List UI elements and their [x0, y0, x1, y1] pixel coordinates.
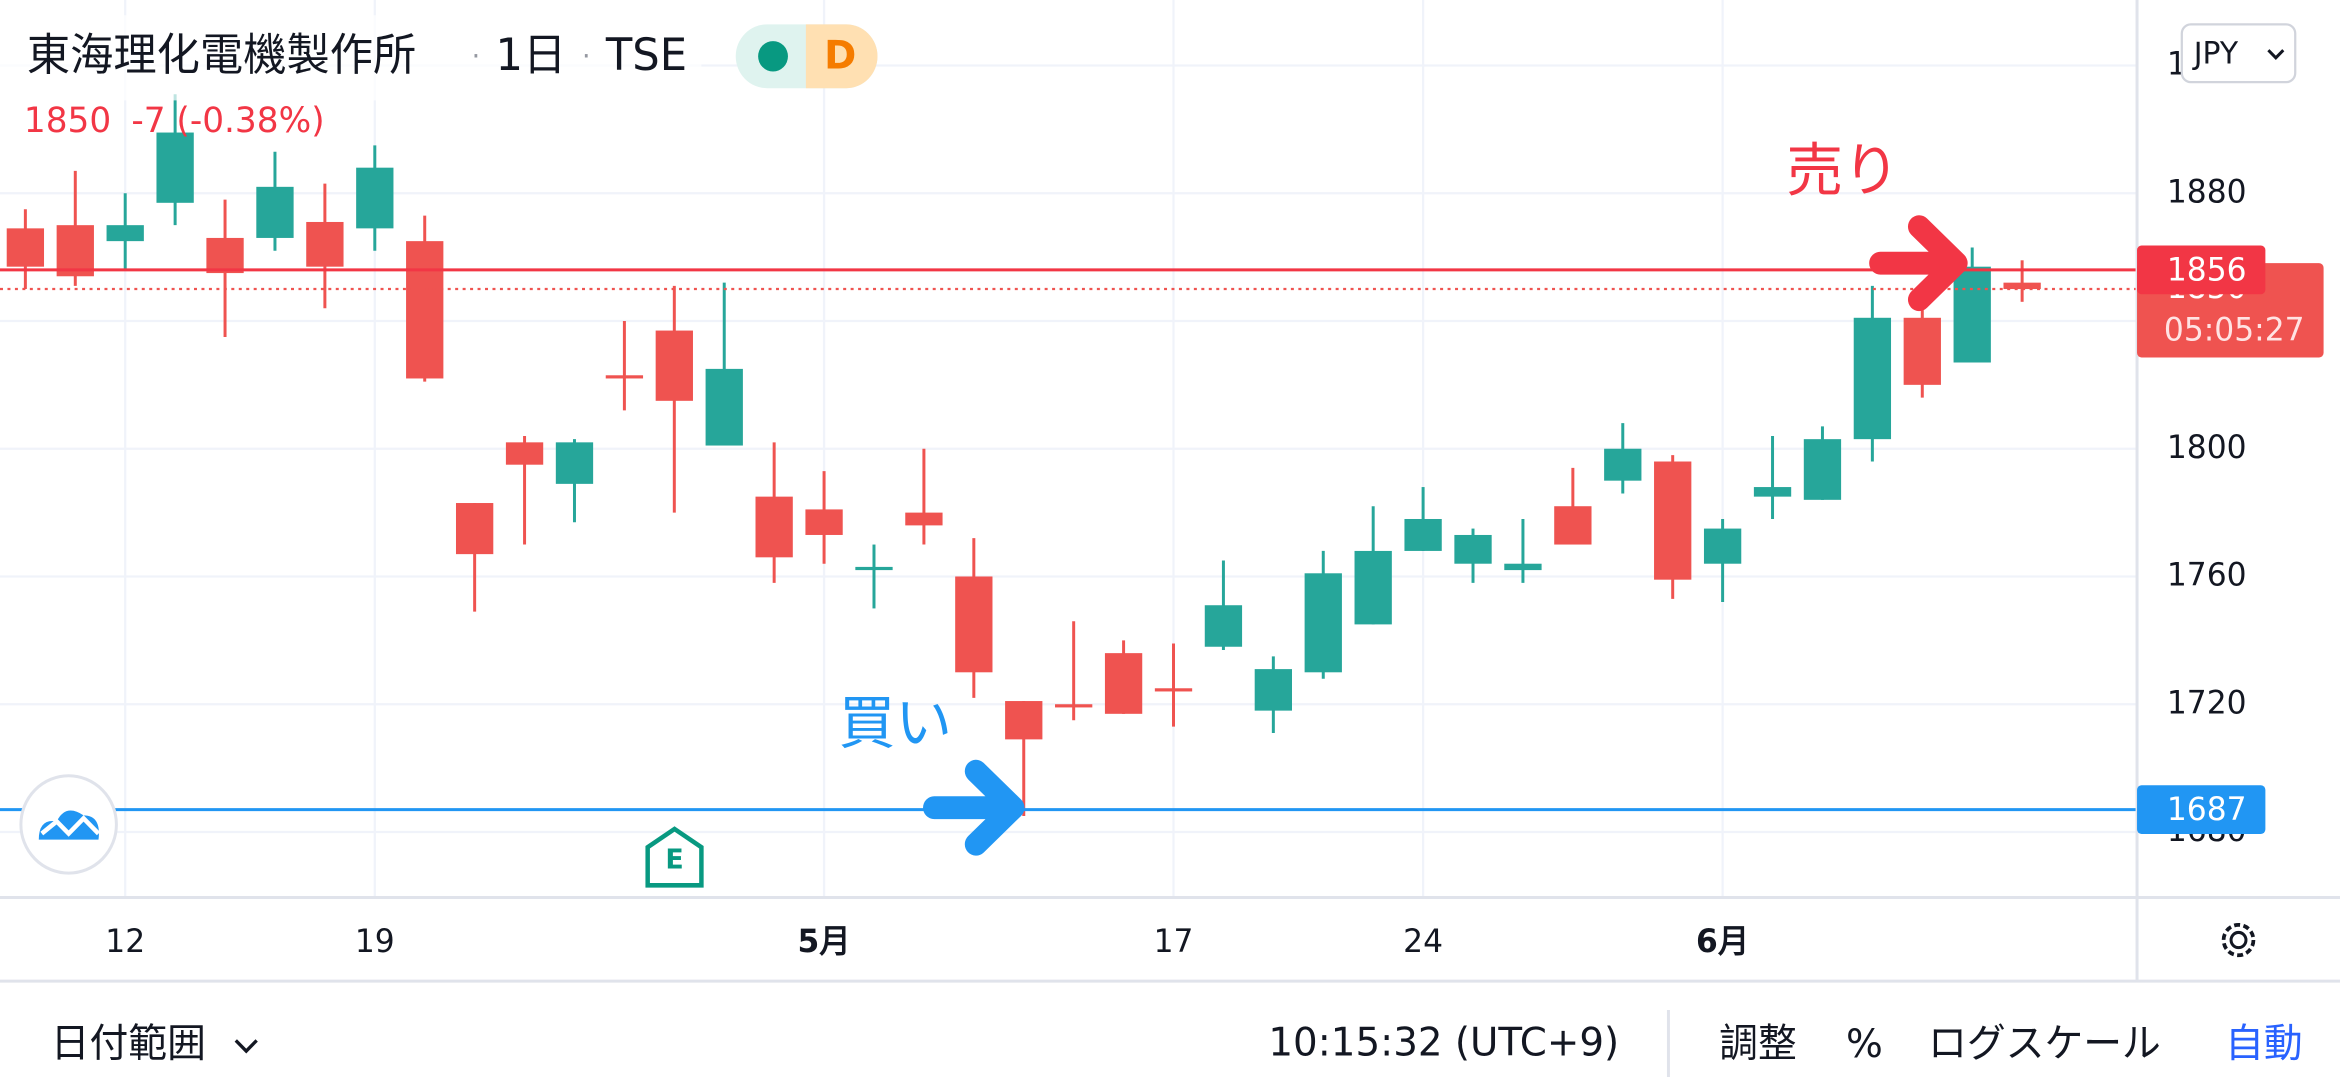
- sell-arrow: [1869, 215, 1968, 312]
- candle-body: [1304, 573, 1342, 673]
- interval: 1日: [495, 30, 566, 81]
- chart-title: 東海理化電機製作所: [27, 30, 416, 81]
- candle-body: [1853, 317, 1892, 440]
- candle-body: [805, 509, 843, 535]
- candle-body: [905, 512, 943, 526]
- candle-body: [56, 225, 94, 277]
- logo-line: [40, 815, 101, 837]
- candle-body: [1753, 487, 1792, 497]
- settings-icon[interactable]: [2221, 922, 2256, 958]
- candle-body: [1504, 563, 1542, 571]
- currency-label: JPY: [2192, 36, 2239, 71]
- y-tick-label: 1760: [2167, 557, 2247, 593]
- clock: 10:15:32 (UTC+9): [1268, 1020, 1619, 1065]
- candle-body: [1454, 534, 1492, 564]
- candle-body: [406, 241, 444, 379]
- candle-body: [356, 167, 394, 229]
- chevron: [2267, 49, 2285, 60]
- log-scale-button[interactable]: ログスケール: [1928, 1022, 2161, 1067]
- annotation: 売り: [1786, 137, 1899, 205]
- quote-change: -7 (-0.38%): [131, 100, 324, 140]
- candle-body: [455, 503, 494, 555]
- candle-body: [1404, 518, 1442, 551]
- candle-body: [1354, 550, 1392, 625]
- chevron: [234, 1039, 258, 1054]
- price-line-box: [2137, 245, 2266, 295]
- candle-body: [1903, 317, 1941, 385]
- candle-body: [1554, 506, 1592, 545]
- date-range-button[interactable]: 日付範囲: [51, 1022, 206, 1067]
- separator: ·: [472, 41, 481, 72]
- y-tick-label: 1880: [2167, 174, 2247, 210]
- candle-body: [705, 368, 743, 446]
- currency-button[interactable]: [2180, 23, 2297, 84]
- x-tick-label: 24: [1403, 924, 1443, 960]
- x-tick-label: 6月: [1696, 924, 1749, 960]
- candle-body: [1254, 669, 1292, 711]
- candle-body: [1803, 439, 1842, 500]
- price-line-label: 1687: [2167, 792, 2247, 828]
- y-tick-label: 1720: [2167, 685, 2247, 721]
- countdown-label: 05:05:27: [2164, 312, 2305, 348]
- exchange: TSE: [605, 30, 687, 81]
- adjust-button[interactable]: 調整: [1719, 1022, 1797, 1067]
- candle-body: [1154, 688, 1193, 692]
- x-tick-label: 19: [355, 924, 395, 960]
- candle-body: [555, 442, 594, 484]
- status-dot: [758, 41, 788, 72]
- candle-body: [855, 566, 893, 571]
- candle-body: [1604, 448, 1642, 481]
- x-tick-label: 5月: [798, 924, 851, 960]
- x-tick-label: 17: [1154, 924, 1194, 960]
- candle-body: [306, 221, 344, 267]
- buy-arrow: [923, 759, 1025, 856]
- settings-icon-inner: [2229, 930, 2248, 950]
- candle-body: [605, 375, 644, 379]
- header-bg: [0, 15, 702, 101]
- candle-body: [6, 228, 45, 267]
- price-line-box: [2137, 785, 2266, 834]
- candle-body: [655, 330, 693, 401]
- candle-body: [1005, 701, 1043, 740]
- candle-body: [2003, 282, 2041, 290]
- x-tick-label: 12: [105, 924, 145, 960]
- candle-body: [206, 237, 244, 274]
- separator: ·: [582, 41, 591, 72]
- status-pill-right: [805, 24, 878, 89]
- candle-body: [1104, 653, 1143, 714]
- annotation: 買い: [839, 689, 952, 757]
- earnings-label: E: [665, 844, 683, 875]
- candle-body: [106, 225, 144, 242]
- auto-button[interactable]: 自動: [2225, 1022, 2303, 1067]
- candle-body: [955, 576, 993, 673]
- candle-body: [1654, 461, 1692, 580]
- candle-body: [156, 132, 194, 203]
- candle-body: [505, 442, 544, 465]
- plot: [0, 94, 2138, 817]
- earnings-marker[interactable]: [645, 826, 704, 888]
- candle-body: [256, 186, 294, 238]
- status-label: D: [824, 33, 856, 78]
- percent-button[interactable]: %: [1846, 1022, 1883, 1067]
- price-line-label: 1856: [2167, 252, 2247, 288]
- candle-body: [1703, 528, 1742, 564]
- candle-body: [1055, 704, 1093, 708]
- candle-body: [1204, 605, 1243, 647]
- candle-body: [755, 496, 793, 558]
- candle-body: [1953, 266, 1991, 363]
- quote-price: 1850: [24, 100, 111, 140]
- y-tick-label: 1800: [2167, 430, 2247, 466]
